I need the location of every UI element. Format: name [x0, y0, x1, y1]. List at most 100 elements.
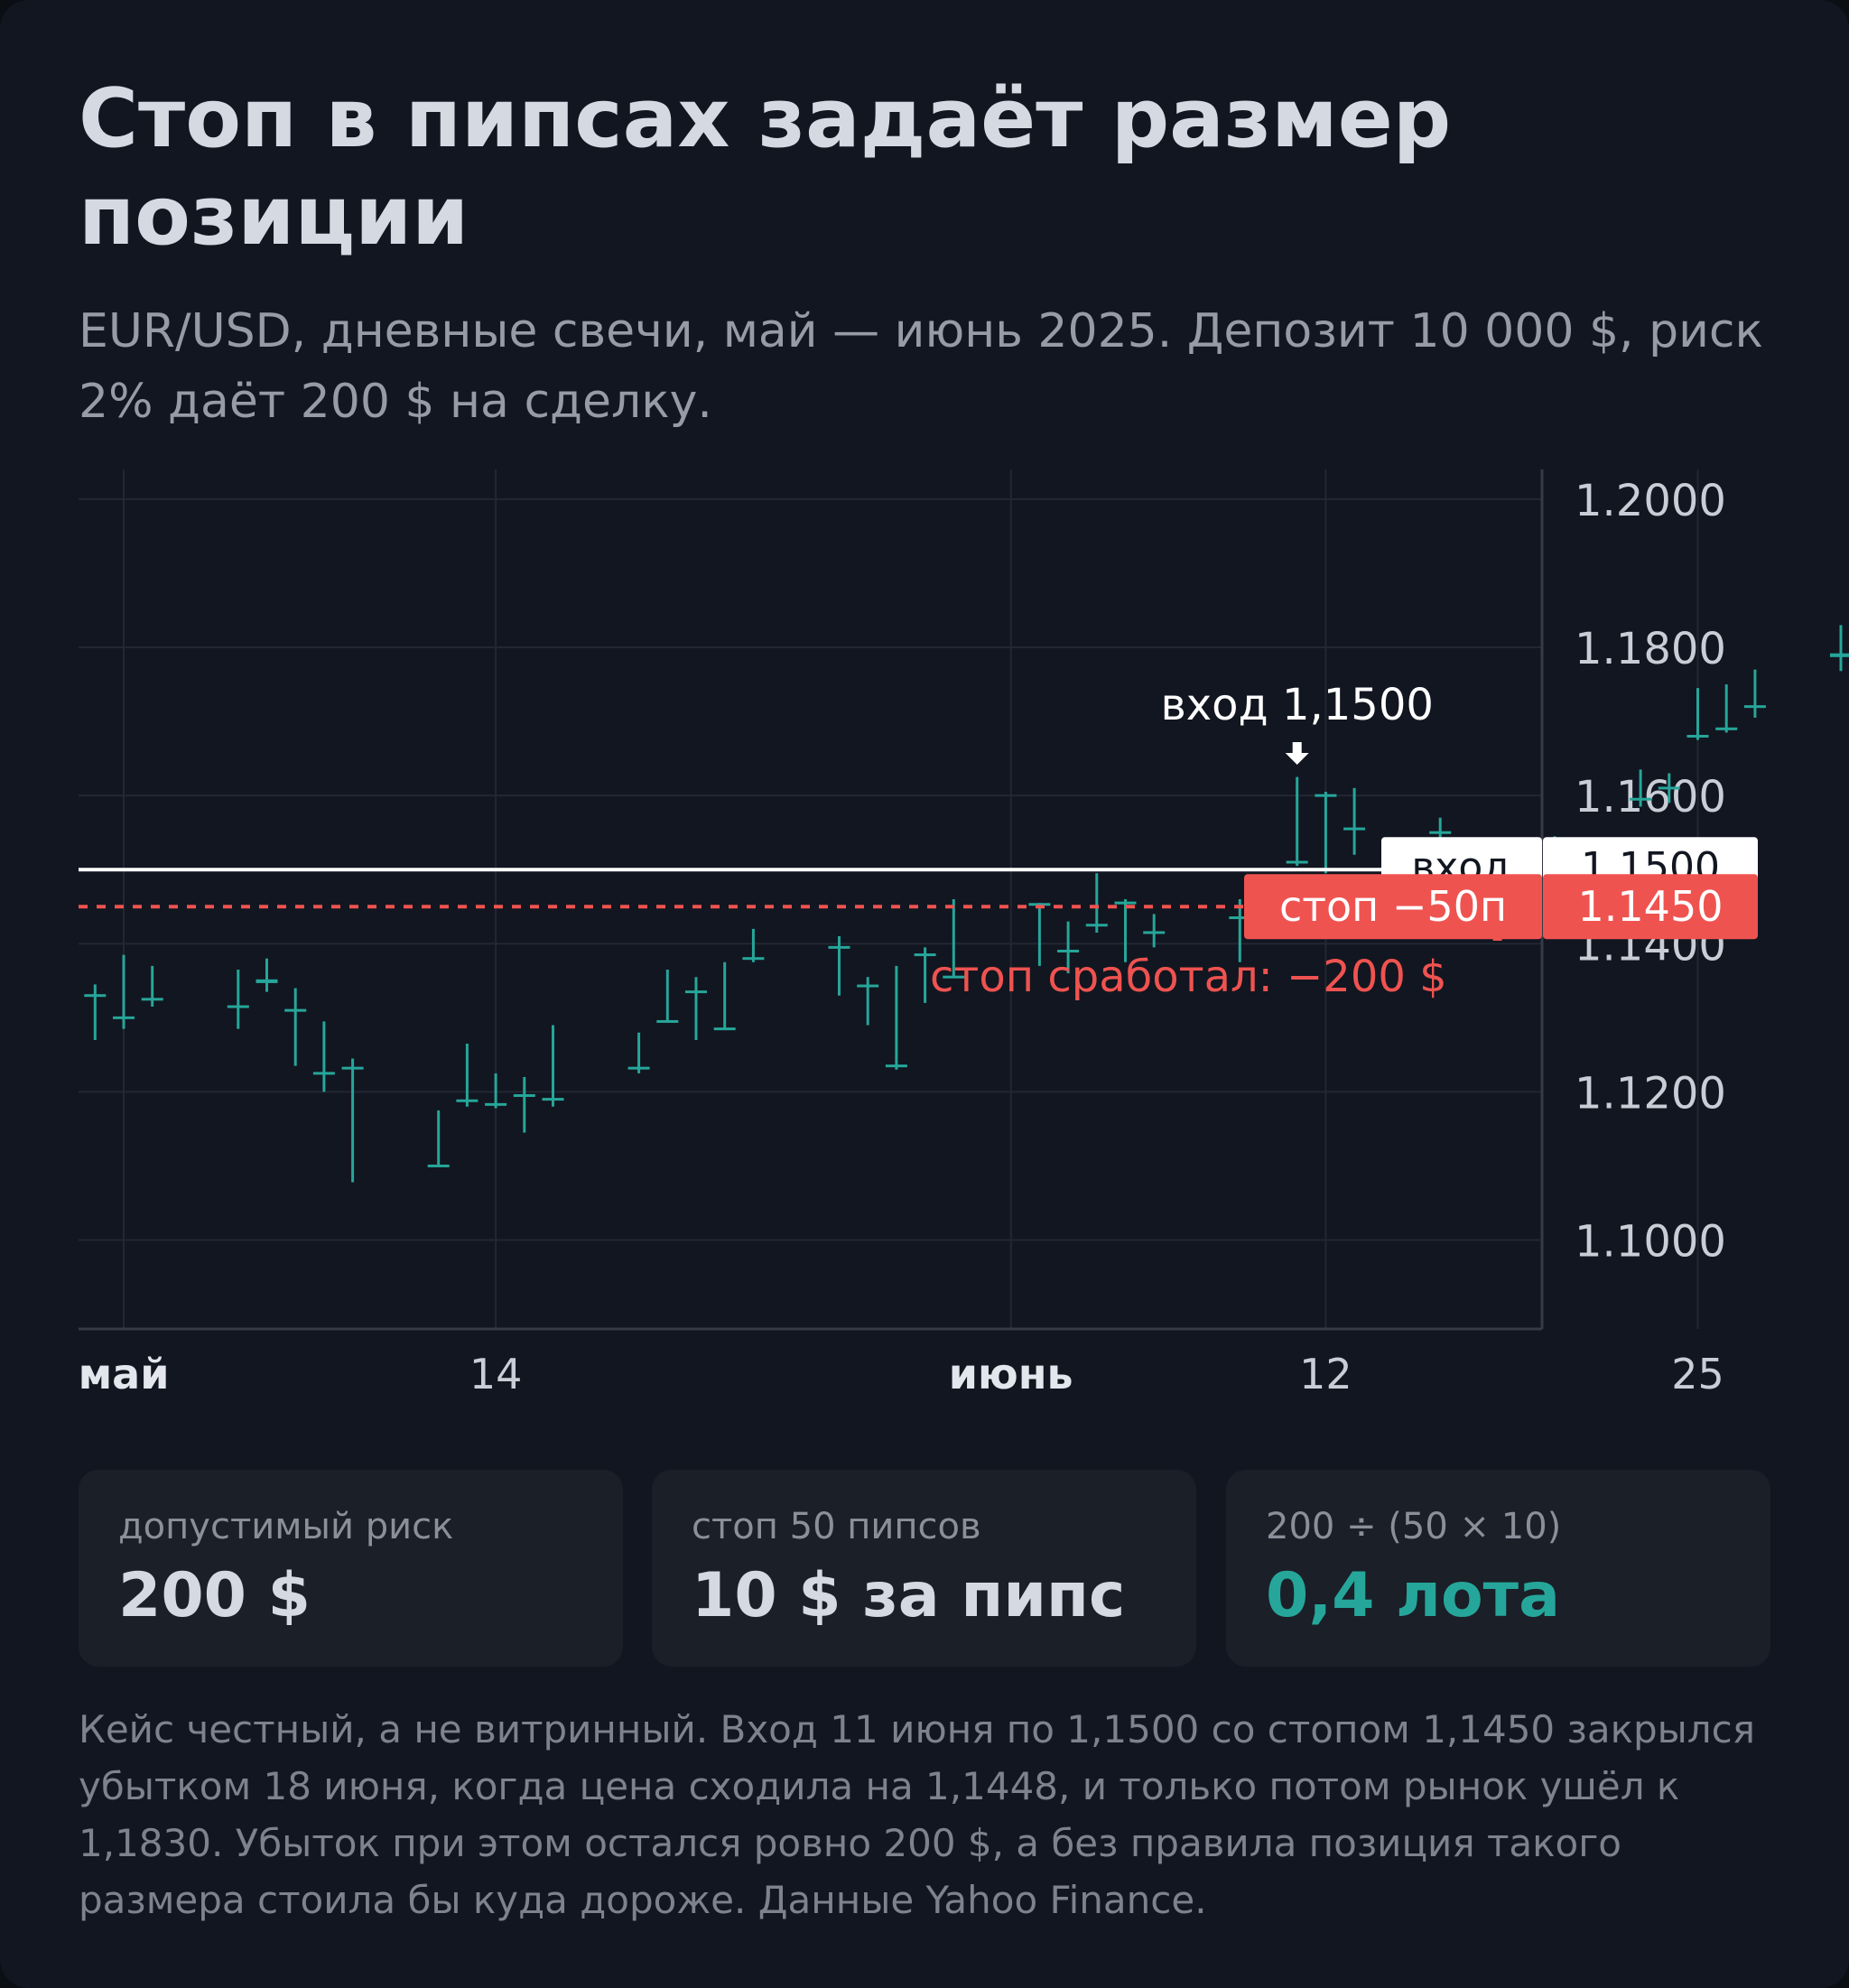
stop-label-box: [1244, 874, 1542, 940]
candle: [256, 958, 278, 992]
candle-body: [84, 994, 107, 998]
candle: [312, 1021, 335, 1092]
candle: [542, 1025, 564, 1107]
candle-body: [885, 1064, 907, 1068]
stat-label: допустимый риск: [118, 1506, 454, 1547]
candle-body: [1143, 931, 1166, 934]
candle: [656, 969, 679, 1023]
candle-body: [1085, 924, 1108, 927]
candle-body: [1315, 794, 1337, 797]
candle: [513, 1076, 535, 1133]
candle: [685, 977, 707, 1040]
candle: [485, 1073, 507, 1109]
candle-body: [312, 1072, 335, 1075]
chart-subtitle: EUR/USD, дневные свечи, май — июнь 2025.…: [79, 304, 1763, 429]
stop-hit-annotation: стоп сработал: −200 $: [930, 952, 1447, 1002]
candle: [1743, 669, 1766, 718]
stop-price-box: [1543, 874, 1758, 940]
candle-body: [1229, 916, 1251, 920]
candles: [84, 625, 1849, 1183]
y-tick-label: 1.1600: [1575, 772, 1726, 822]
candle-body: [1658, 786, 1680, 790]
entry-annotation: вход 1,1500: [1160, 680, 1433, 730]
entry-label-box: [1381, 837, 1542, 885]
candle: [1630, 769, 1652, 807]
candle: [1315, 792, 1337, 874]
candle: [1343, 787, 1366, 855]
candle-body: [1715, 727, 1738, 730]
x-tick-label: 12: [1299, 1350, 1352, 1398]
candle-body: [828, 945, 850, 949]
candle-body: [513, 1093, 535, 1097]
candle: [885, 965, 907, 1070]
stat-card-pip-value: стоп 50 пипсов 10 $ за пипс: [652, 1470, 1196, 1667]
stat-value: 10 $ за пипс: [692, 1560, 1126, 1631]
y-tick-label: 1.2000: [1575, 476, 1726, 526]
candle: [113, 954, 135, 1029]
candle: [1830, 625, 1849, 672]
candle-body: [1830, 653, 1849, 657]
candle: [1085, 873, 1108, 933]
candle-body: [1114, 901, 1137, 905]
candle: [713, 961, 736, 1031]
candle: [857, 977, 879, 1026]
stop-label: стоп −50п: [1279, 882, 1507, 931]
stat-value: 0,4 лота: [1266, 1560, 1560, 1631]
candle-body: [1630, 797, 1652, 801]
candle: [284, 988, 307, 1066]
candle: [1658, 773, 1680, 804]
candle-body: [141, 998, 163, 1001]
candle-body: [1286, 860, 1308, 864]
candle-body: [685, 990, 707, 994]
stat-card-lot-size: 200 ÷ (50 × 10) 0,4 лота: [1226, 1470, 1770, 1667]
candle-body: [456, 1099, 479, 1102]
candle: [84, 984, 107, 1040]
x-tick-label: 14: [469, 1350, 523, 1398]
candle: [1028, 903, 1051, 966]
candle-body: [113, 1016, 135, 1019]
candle-body: [914, 953, 936, 957]
chart-title: Стоп в пипсах задаёт размер позиции: [79, 71, 1452, 264]
candle-body: [742, 957, 765, 961]
candle-body: [1743, 705, 1766, 709]
stat-label: стоп 50 пипсов: [692, 1506, 981, 1547]
candle: [456, 1044, 479, 1107]
arrow-down-icon: [1285, 742, 1309, 765]
candle: [914, 947, 936, 1003]
candle: [742, 928, 765, 962]
candle-body: [1028, 903, 1051, 906]
candle-body: [427, 1164, 450, 1167]
entry-price-box: [1543, 837, 1758, 885]
y-tick-label: 1.1000: [1575, 1217, 1726, 1268]
candle: [1715, 684, 1738, 733]
x-tick-label: май: [79, 1350, 170, 1398]
candle: [1057, 921, 1080, 974]
x-tick-label: 25: [1671, 1350, 1724, 1398]
candle-body: [227, 1005, 249, 1008]
candle: [1229, 899, 1251, 962]
candle-body: [284, 1008, 307, 1012]
candle-body: [713, 1027, 736, 1031]
candle: [828, 936, 850, 996]
candle: [1143, 914, 1166, 948]
stat-value: 200 $: [118, 1560, 311, 1631]
candle-body: [256, 979, 278, 983]
candle-body: [485, 1102, 507, 1106]
candle-body: [627, 1066, 650, 1070]
candle: [141, 965, 163, 1008]
y-tick-label: 1.1200: [1575, 1068, 1726, 1119]
candle: [1686, 688, 1709, 740]
stat-card-risk: допустимый риск 200 $: [79, 1470, 623, 1667]
candle-body: [943, 975, 965, 979]
arrow-up-icon: [1485, 918, 1510, 941]
candle-body: [857, 984, 879, 988]
candle: [943, 899, 965, 979]
stat-label: 200 ÷ (50 × 10): [1266, 1506, 1562, 1547]
candle-body: [656, 1019, 679, 1023]
candle-body: [1343, 827, 1366, 831]
candle-body: [1429, 831, 1452, 834]
candle: [227, 969, 249, 1029]
candle: [1286, 776, 1308, 867]
candle-body: [542, 1098, 564, 1101]
